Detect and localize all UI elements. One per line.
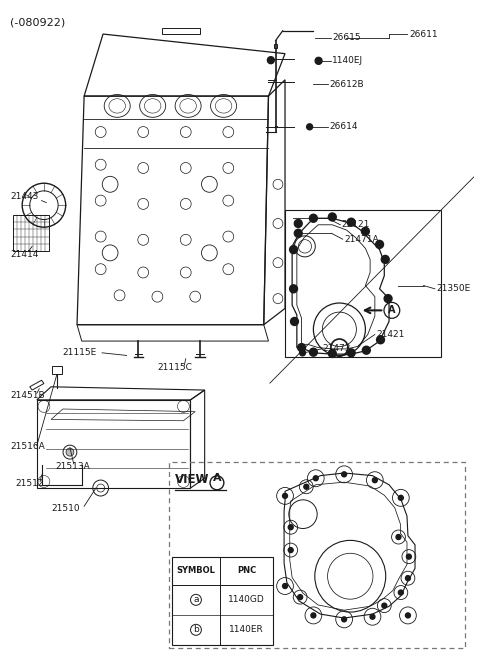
Text: 21421: 21421 <box>376 330 405 339</box>
Bar <box>13 215 48 251</box>
Circle shape <box>370 614 375 619</box>
Text: (-080922): (-080922) <box>10 18 65 28</box>
Text: 21516A: 21516A <box>11 442 46 451</box>
Text: 21513A: 21513A <box>56 462 91 471</box>
Circle shape <box>362 346 370 354</box>
Text: a: a <box>283 583 287 589</box>
Circle shape <box>407 554 411 559</box>
Circle shape <box>313 476 318 481</box>
Text: SYMBOL: SYMBOL <box>177 566 216 575</box>
Text: a: a <box>406 613 410 619</box>
Circle shape <box>311 613 316 618</box>
Text: 21512: 21512 <box>15 479 44 488</box>
Circle shape <box>289 285 298 293</box>
Text: A: A <box>213 473 221 483</box>
Text: b: b <box>399 590 403 596</box>
Circle shape <box>406 576 410 581</box>
Text: b: b <box>288 524 293 530</box>
Text: a: a <box>342 471 346 478</box>
Circle shape <box>347 218 355 226</box>
Text: b: b <box>407 554 411 560</box>
Text: 26611: 26611 <box>409 30 437 39</box>
Circle shape <box>310 215 317 222</box>
Text: a: a <box>313 475 318 482</box>
Text: a: a <box>399 495 403 501</box>
Text: 1140EJ: 1140EJ <box>332 56 363 66</box>
Circle shape <box>283 493 288 499</box>
Text: 21414: 21414 <box>11 251 39 259</box>
Circle shape <box>283 584 288 588</box>
Circle shape <box>342 617 347 622</box>
Circle shape <box>294 230 302 237</box>
Circle shape <box>66 448 74 456</box>
Bar <box>52 366 62 374</box>
Text: 21471A: 21471A <box>344 235 379 243</box>
Text: A: A <box>388 305 396 316</box>
Text: 26614: 26614 <box>329 122 358 131</box>
Text: 26615: 26615 <box>332 33 361 43</box>
Circle shape <box>288 548 293 552</box>
Text: 22121: 22121 <box>342 220 370 230</box>
Circle shape <box>328 350 336 358</box>
Text: b: b <box>406 575 410 581</box>
Text: b: b <box>396 534 401 540</box>
Text: a: a <box>373 477 377 483</box>
Circle shape <box>382 603 387 608</box>
Circle shape <box>396 535 401 539</box>
Text: 21350E: 21350E <box>436 284 470 293</box>
Text: 21451B: 21451B <box>11 391 46 400</box>
Circle shape <box>267 56 274 64</box>
Text: 21473: 21473 <box>323 344 351 354</box>
Circle shape <box>288 525 293 530</box>
Bar <box>169 462 465 648</box>
Text: PNC: PNC <box>237 566 256 575</box>
Text: a: a <box>311 613 315 619</box>
Circle shape <box>372 478 377 483</box>
Circle shape <box>406 613 410 618</box>
Text: 26612B: 26612B <box>329 80 364 89</box>
Text: a: a <box>371 614 374 620</box>
Circle shape <box>289 245 298 254</box>
Text: b: b <box>298 594 302 600</box>
Circle shape <box>398 590 403 595</box>
Circle shape <box>310 348 317 356</box>
Circle shape <box>342 472 347 477</box>
Text: a: a <box>342 617 346 623</box>
Text: b: b <box>382 603 386 609</box>
Circle shape <box>381 255 389 264</box>
Text: b: b <box>288 547 293 553</box>
Circle shape <box>347 349 355 357</box>
Circle shape <box>304 484 309 489</box>
Text: 21510: 21510 <box>51 504 80 513</box>
Text: 1140GD: 1140GD <box>228 596 265 604</box>
Circle shape <box>290 318 299 325</box>
Circle shape <box>315 57 322 64</box>
Text: 21115C: 21115C <box>157 363 192 372</box>
Bar <box>285 211 441 358</box>
Text: a: a <box>193 596 199 604</box>
Circle shape <box>384 295 392 302</box>
Circle shape <box>307 124 312 130</box>
Circle shape <box>328 213 336 221</box>
Circle shape <box>298 344 305 352</box>
Circle shape <box>298 594 302 600</box>
Text: a: a <box>283 493 287 499</box>
Circle shape <box>376 240 384 249</box>
Circle shape <box>361 228 369 236</box>
Circle shape <box>398 495 403 501</box>
Circle shape <box>294 220 302 228</box>
Circle shape <box>300 350 305 356</box>
Text: b: b <box>304 483 309 490</box>
Text: VIEW: VIEW <box>175 473 210 486</box>
Text: 21443: 21443 <box>11 192 39 201</box>
Bar <box>171 557 273 645</box>
Circle shape <box>377 336 384 344</box>
Text: 21115E: 21115E <box>63 348 97 358</box>
Text: b: b <box>193 625 199 634</box>
Text: 1140ER: 1140ER <box>229 625 264 634</box>
